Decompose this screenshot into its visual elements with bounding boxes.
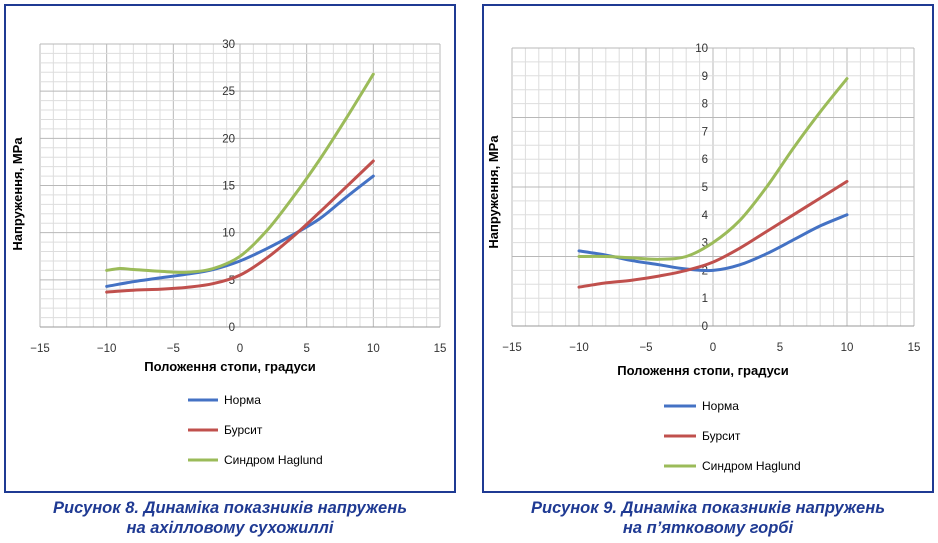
series-lines <box>105 72 375 294</box>
grid <box>511 47 915 327</box>
series-lines <box>577 77 849 289</box>
x-tick-label: −15 <box>502 342 522 354</box>
x-tick-label: 5 <box>303 343 309 355</box>
legend-item: Норма <box>188 393 261 407</box>
y-tick-label: 0 <box>702 321 708 333</box>
series-line <box>105 72 375 274</box>
series-line <box>105 159 375 294</box>
caption-line-2: на ахілловому сухожиллі <box>126 519 334 537</box>
chart-panel-1: 0 5 10 15 20 25 30 −15 −10 −5 0 5 10 15 Положення стоп… <box>4 4 456 493</box>
figure-caption-2: Рисунок 9. Динаміка показників напружень… <box>482 498 934 538</box>
series-line <box>577 213 849 273</box>
x-axis-label: Положення стопи, градуси <box>617 363 789 378</box>
y-tick-label: 0 <box>229 322 235 334</box>
x-tick-label: −15 <box>30 343 50 355</box>
y-axis-label: Напруження, MPa <box>10 137 25 251</box>
y-tick-label: 5 <box>702 182 708 194</box>
x-tick-label: 0 <box>710 342 716 354</box>
y-tick-label: 9 <box>702 71 708 83</box>
figure-caption-1: Рисунок 8. Динаміка показників напружень… <box>4 498 456 538</box>
legend-label: Бурсит <box>702 429 741 443</box>
x-tick-label: 15 <box>908 342 921 354</box>
x-axis-label: Положення стопи, градуси <box>144 359 316 374</box>
x-tick-label: 15 <box>434 343 447 355</box>
legend-item: Синдром Haglund <box>188 453 323 467</box>
caption-line-1: Рисунок 9. Динаміка показників напружень <box>530 499 885 517</box>
series-line <box>105 174 375 288</box>
series-line <box>577 77 849 261</box>
y-tick-label: 1 <box>702 293 708 305</box>
x-tick-label: 10 <box>367 343 380 355</box>
x-tick-label: −5 <box>167 343 180 355</box>
legend-item: Бурсит <box>664 429 741 443</box>
y-tick-label: 5 <box>229 275 235 287</box>
legend-label: Норма <box>702 399 739 413</box>
grid <box>39 43 441 328</box>
x-tick-label: 5 <box>777 342 783 354</box>
y-tick-label: 25 <box>222 86 235 98</box>
series-line <box>577 179 849 289</box>
caption-line-2: на п’ятковому горбі <box>622 519 794 537</box>
legend-label: Бурсит <box>224 423 263 437</box>
y-axis-label: Напруження, MPa <box>486 135 501 249</box>
y-tick-label: 4 <box>702 210 709 222</box>
x-tick-label: −10 <box>569 342 589 354</box>
x-tick-label: −10 <box>97 343 117 355</box>
y-tick-label: 15 <box>222 181 235 193</box>
legend-item: Синдром Haglund <box>664 459 801 473</box>
legend-label: Синдром Haglund <box>224 453 323 467</box>
legend-item: Норма <box>664 399 739 413</box>
y-tick-labels: 0 5 10 15 20 25 30 <box>222 39 235 334</box>
caption-line-1: Рисунок 8. Динаміка показників напружень <box>52 499 407 517</box>
legend-label: Синдром Haglund <box>702 459 801 473</box>
legend-label: Норма <box>224 393 261 407</box>
y-tick-label: 10 <box>222 228 235 240</box>
y-tick-label: 10 <box>695 43 708 55</box>
legend: Норма Бурсит Синдром Haglund <box>188 393 323 467</box>
x-tick-labels: −15 −10 −5 0 5 10 15 <box>502 342 920 354</box>
x-tick-label: 0 <box>237 343 243 355</box>
y-tick-label: 8 <box>702 99 708 111</box>
y-tick-label: 20 <box>222 133 235 145</box>
x-tick-labels: −15 −10 −5 0 5 10 15 <box>30 343 446 355</box>
y-tick-label: 30 <box>222 39 235 51</box>
y-tick-label: 7 <box>702 126 708 138</box>
chart-panel-2: 0 1 2 3 4 5 6 7 8 9 10 −15 −10 −5 0 5 10 15 Положення стоп… <box>482 4 934 493</box>
x-tick-label: 10 <box>841 342 854 354</box>
legend-item: Бурсит <box>188 423 263 437</box>
y-tick-label: 3 <box>702 238 708 250</box>
y-tick-label: 6 <box>702 154 708 166</box>
chart-1: 0 5 10 15 20 25 30 −15 −10 −5 0 5 10 15 Положення стоп… <box>10 39 446 467</box>
legend: Норма Бурсит Синдром Haglund <box>664 399 801 473</box>
x-tick-label: −5 <box>639 342 652 354</box>
